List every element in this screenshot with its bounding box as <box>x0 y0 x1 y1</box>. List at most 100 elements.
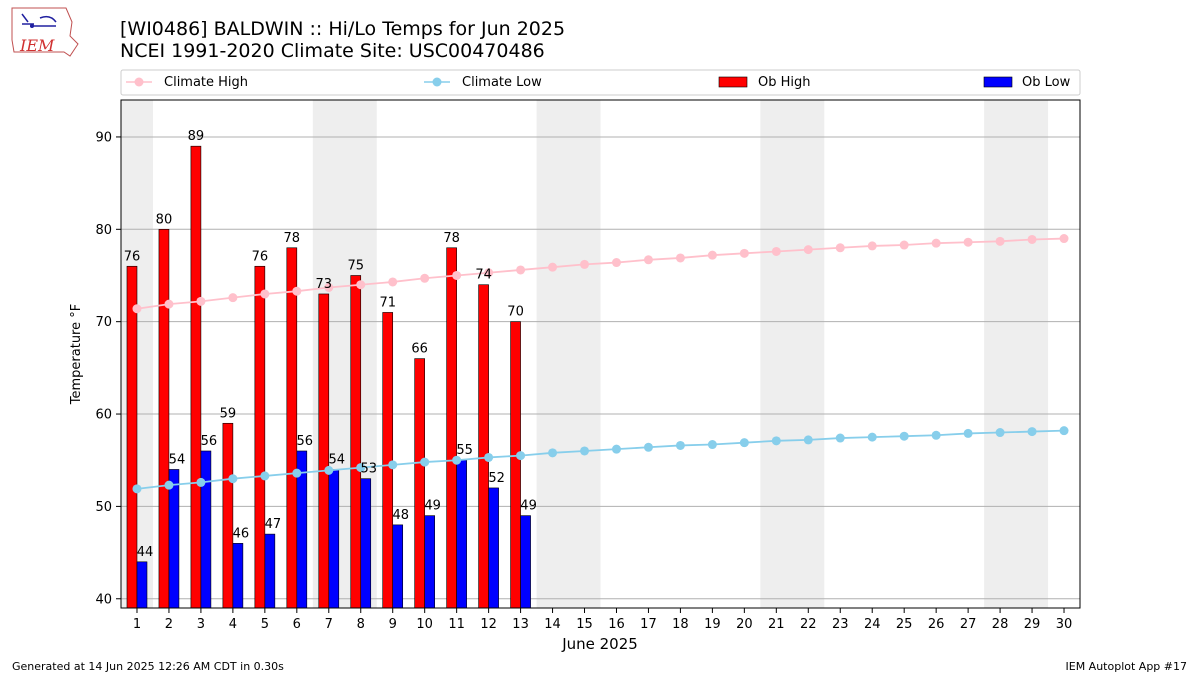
x-tick-label: 28 <box>992 617 1009 632</box>
climate-high-point <box>292 286 302 296</box>
climate-high-point <box>963 237 973 247</box>
ob-low-value-label: 55 <box>456 443 473 458</box>
ob-high-bar <box>158 229 170 609</box>
climate-high-point <box>739 248 749 258</box>
weekend-bands <box>121 100 1049 608</box>
x-tick-label: 2 <box>165 617 173 632</box>
climate-lines <box>132 234 1069 494</box>
y-axis-ticks: 40 50 60 70 80 90 <box>95 130 121 607</box>
ob-high-value-label: 70 <box>507 305 524 320</box>
climate-low-point <box>835 433 845 443</box>
ob-high-bar <box>510 321 521 609</box>
x-tick-label: 10 <box>416 617 433 632</box>
climate-low-point <box>1027 427 1037 437</box>
climate-high-point <box>420 273 430 283</box>
logo-text: IEM <box>19 36 55 55</box>
ob-high-bar <box>254 265 266 609</box>
climate-high-point <box>803 245 813 255</box>
ob-high-value-label: 71 <box>379 295 396 310</box>
weekend-band <box>984 100 1049 608</box>
x-tick-label: 11 <box>448 617 465 632</box>
ob-high-value-label: 66 <box>411 342 428 357</box>
bar-labels: 76 80 89 59 76 78 73 75 71 66 78 74 70 44 54 56 46 47 56 54… <box>124 129 537 560</box>
climate-low-point <box>484 452 494 462</box>
chart-subtitle: NCEI 1991-2020 Climate Site: USC00470486 <box>120 40 545 62</box>
climate-high-point <box>548 262 558 272</box>
grid-lines <box>121 136 1080 600</box>
x-tick-label: 12 <box>480 617 497 632</box>
ob-low-bar <box>168 469 180 609</box>
ob-low-value-label: 49 <box>424 499 441 514</box>
ob-high-bar <box>350 275 362 609</box>
climate-low-point <box>388 460 398 470</box>
ob-high-bar <box>478 284 489 609</box>
climate-high-point <box>580 259 590 269</box>
x-tick-label: 13 <box>512 617 529 632</box>
y-tick-label: 90 <box>95 130 112 145</box>
legend-climate-low: Climate Low <box>424 75 542 90</box>
weekend-band <box>760 100 825 608</box>
ob-high-value-label: 74 <box>475 268 492 283</box>
climate-low-point <box>707 440 717 450</box>
x-tick-label: 25 <box>896 617 913 632</box>
climate-low-point <box>356 463 366 473</box>
climate-low-point <box>292 468 302 478</box>
footer-generated: Generated at 14 Jun 2025 12:26 AM CDT in… <box>12 660 284 673</box>
x-tick-label: 6 <box>293 617 301 632</box>
climate-low-point <box>611 444 621 454</box>
bars <box>126 145 531 609</box>
x-tick-label: 15 <box>576 617 593 632</box>
ob-low-value-label: 44 <box>137 545 154 560</box>
climate-high-point <box>132 304 142 314</box>
x-tick-label: 30 <box>1056 617 1073 632</box>
climate-high-point <box>164 299 174 309</box>
x-tick-label: 4 <box>229 617 237 632</box>
climate-low-point <box>899 431 909 441</box>
ob-low-bar <box>360 478 372 609</box>
ob-low-bar <box>264 533 276 609</box>
x-tick-label: 9 <box>389 617 397 632</box>
y-tick-label: 40 <box>95 592 112 607</box>
climate-high-point <box>707 250 717 260</box>
ob-low-value-label: 49 <box>520 499 537 514</box>
x-tick-label: 16 <box>608 617 625 632</box>
x-tick-label: 27 <box>960 617 977 632</box>
legend: Climate High Climate Low Ob High Ob Low <box>120 69 1081 96</box>
x-axis-label: June 2025 <box>561 635 638 653</box>
x-tick-label: 20 <box>736 617 753 632</box>
ob-high-value-label: 59 <box>220 406 237 421</box>
ob-low-bar <box>456 459 467 609</box>
legend-climate-high-label: Climate High <box>164 75 248 90</box>
climate-low-point <box>516 451 526 461</box>
ob-low-bar <box>520 515 531 609</box>
climate-low-point <box>643 442 653 452</box>
climate-high-point <box>867 241 877 251</box>
legend-ob-high: Ob High <box>718 75 811 90</box>
climate-low-point <box>675 440 685 450</box>
x-tick-label: 5 <box>261 617 269 632</box>
ob-high-bar <box>286 247 298 609</box>
climate-low-point <box>739 438 749 448</box>
ob-low-value-label: 56 <box>297 434 314 449</box>
climate-high-point <box>452 270 462 280</box>
ob-high-bar <box>318 293 330 609</box>
ob-high-bar <box>414 358 425 609</box>
ob-high-value-label: 76 <box>124 249 141 264</box>
climate-high-point <box>675 253 685 263</box>
climate-high-line <box>136 237 1065 310</box>
climate-low-point <box>548 448 558 458</box>
climate-low-point <box>1059 426 1069 436</box>
ob-high-value-label: 89 <box>188 129 205 144</box>
ob-low-bar <box>232 543 244 609</box>
ob-high-bar <box>190 145 202 609</box>
ob-high-bar <box>382 312 394 609</box>
ob-low-bar <box>200 450 212 609</box>
ob-high-bar <box>446 247 457 609</box>
climate-high-point <box>196 296 206 306</box>
legend-climate-high: Climate High <box>126 75 248 90</box>
ob-low-bar <box>136 561 148 609</box>
ob-low-bar <box>424 515 435 609</box>
climate-high-point <box>516 265 526 275</box>
ob-high-value-label: 75 <box>347 258 364 273</box>
